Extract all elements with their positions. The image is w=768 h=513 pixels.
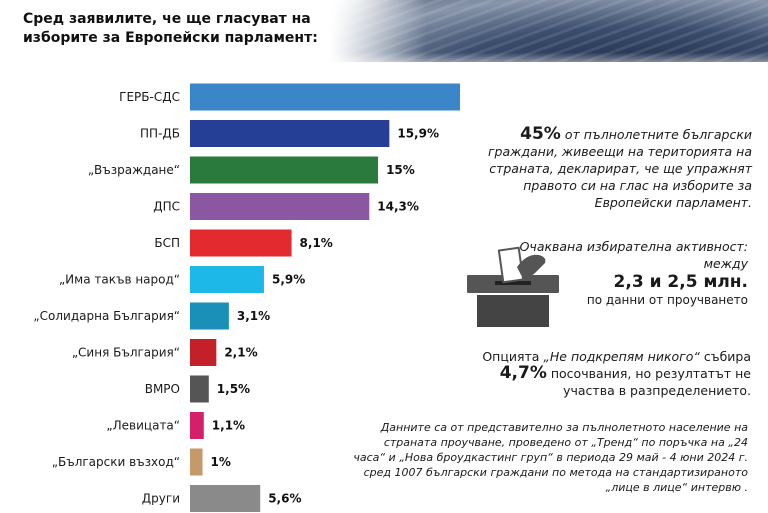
participation-stat: 45% от пълнолетните български граждани, … — [482, 126, 752, 211]
bar — [190, 193, 370, 220]
value-label: 1,1% — [212, 419, 245, 433]
none-option-quoted: „Не подкрепям никого“ — [543, 349, 700, 364]
bar — [190, 120, 390, 147]
bar — [190, 266, 264, 293]
turnout-source: по данни от проучването — [586, 293, 748, 307]
methodology-note: Данните са от представително за пълнолет… — [353, 421, 748, 494]
none-option-value: 4,7% — [499, 363, 547, 383]
category-label: „Левицата“ — [106, 419, 180, 433]
category-label: „Има такъв народ“ — [59, 273, 180, 287]
category-label: „Синя България“ — [72, 346, 180, 360]
value-label: 15% — [386, 163, 415, 177]
category-label: Други — [142, 492, 180, 506]
bar — [190, 156, 379, 184]
participation-value: 45% — [520, 124, 561, 144]
category-label: ДПС — [153, 200, 180, 214]
none-option-stat: Опцията „Не подкрепям никого“ събира 4,7… — [466, 348, 751, 399]
bar — [190, 339, 217, 366]
header-fade — [0, 0, 768, 75]
none-option-before: Опцията — [482, 349, 540, 364]
category-label: ВМРО — [145, 382, 180, 396]
value-label: 8,1% — [300, 236, 333, 250]
category-label: ГЕРБ-СДС — [119, 90, 180, 104]
bar — [190, 448, 203, 476]
value-label: 1% — [211, 455, 231, 469]
value-label: 5,9% — [272, 273, 305, 287]
value-label: 1,5% — [217, 382, 250, 396]
category-label: „Възраждане“ — [88, 163, 180, 177]
bar — [190, 229, 292, 257]
category-label: „Солидарна България“ — [33, 309, 180, 323]
bar — [190, 83, 460, 111]
chart-title: Сред заявилите, че ще гласуват на избори… — [23, 11, 318, 46]
category-label: „Български възход“ — [52, 455, 180, 469]
value-label: 15,9% — [397, 127, 439, 141]
bar — [190, 485, 261, 512]
bar — [190, 375, 209, 403]
none-option-after: събира — [703, 349, 751, 364]
value-label: 5,6% — [268, 492, 301, 506]
turnout-between: между — [703, 256, 748, 271]
bar — [190, 302, 229, 330]
value-label: 14,3% — [377, 200, 419, 214]
value-label: 2,1% — [224, 346, 257, 360]
turnout-range: 2,3 и 2,5 млн. — [613, 272, 748, 292]
value-label: 3,1% — [237, 309, 270, 323]
ballot-box-icon — [467, 246, 559, 327]
bar — [190, 412, 204, 439]
turnout-label: Очаквана избирателна активност: — [519, 239, 748, 254]
participation-text: от пълнолетните български граждани, живе… — [487, 127, 752, 210]
category-label: БСП — [154, 236, 180, 250]
turnout-stat: Очаквана избирателна активност: между 2,… — [480, 238, 748, 309]
category-label: ПП-ДБ — [140, 127, 180, 141]
bar-chart: ГЕРБ-СДС26,4%ПП-ДБ15,9%„Възраждане“15%ДП… — [33, 83, 460, 512]
none-option-end: посочвания, но резултатът не участва в р… — [550, 366, 751, 398]
